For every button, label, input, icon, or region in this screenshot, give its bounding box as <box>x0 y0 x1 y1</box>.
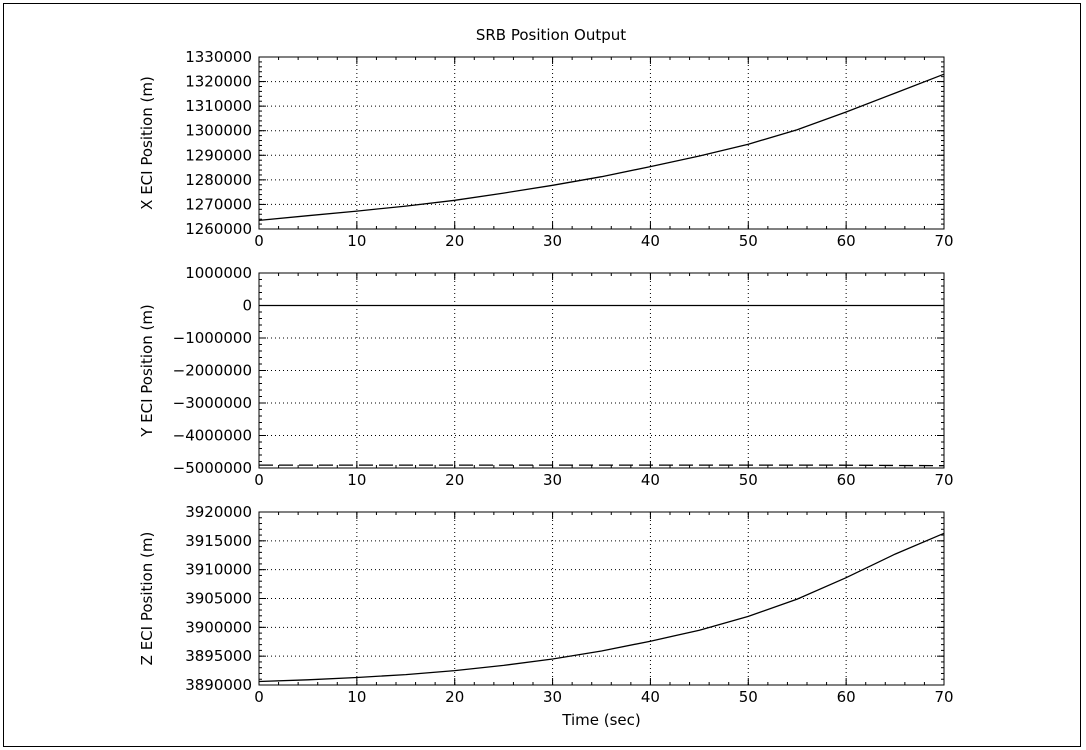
y-tick-label: 1300000 <box>185 122 252 140</box>
chart-title: SRB Position Output <box>476 26 626 44</box>
x-tick-label: 20 <box>445 471 464 489</box>
x-tick-label: 10 <box>347 232 366 250</box>
x-tick-label: 40 <box>641 471 660 489</box>
x-tick-label: 30 <box>543 471 562 489</box>
figure-border <box>3 3 1081 747</box>
x-tick-label: 0 <box>254 471 264 489</box>
y-tick-label: 1000000 <box>185 264 252 282</box>
y-tick-label: 1310000 <box>185 97 252 115</box>
series-line <box>259 464 945 467</box>
x-tick-label: 70 <box>934 471 953 489</box>
y-tick-label: −3000000 <box>173 394 252 412</box>
x-tick-label: 30 <box>543 232 562 250</box>
x-tick-label: 40 <box>641 688 660 706</box>
y-tick-label: 3920000 <box>185 503 252 521</box>
y-tick-label: 1320000 <box>185 73 252 91</box>
x-tick-label: 0 <box>254 232 264 250</box>
y-tick-label: 1260000 <box>185 220 252 238</box>
x-tick-label: 40 <box>641 232 660 250</box>
series-line <box>258 73 945 222</box>
x-tick-label: 60 <box>837 688 856 706</box>
x-tick-label: 60 <box>837 232 856 250</box>
plot-frame <box>258 511 945 686</box>
y-axis-label: X ECI Position (m) <box>138 76 156 210</box>
y-tick-label: −2000000 <box>173 362 252 380</box>
y-tick-label: 3895000 <box>185 647 252 665</box>
plot-frame <box>258 56 945 230</box>
x-tick-label: 50 <box>739 688 758 706</box>
x-tick-label: 10 <box>347 471 366 489</box>
x-axis-label: Time (sec) <box>561 711 640 729</box>
x-tick-label: 20 <box>445 232 464 250</box>
y-axis-label: Y ECI Position (m) <box>138 304 156 438</box>
y-tick-label: 1290000 <box>185 146 252 164</box>
y-tick-label: −5000000 <box>173 459 252 477</box>
y-tick-label: −4000000 <box>173 427 252 445</box>
y-tick-label: 3910000 <box>185 561 252 579</box>
plot-frame <box>258 272 945 469</box>
y-axis-label: Z ECI Position (m) <box>138 532 156 666</box>
x-tick-label: 50 <box>739 232 758 250</box>
series-line <box>258 532 945 683</box>
y-tick-label: 3915000 <box>185 532 252 550</box>
y-tick-label: 3900000 <box>185 618 252 636</box>
y-tick-label: −1000000 <box>173 329 252 347</box>
x-tick-label: 60 <box>837 471 856 489</box>
x-tick-label: 0 <box>254 688 264 706</box>
x-tick-label: 10 <box>347 688 366 706</box>
x-tick-label: 70 <box>934 688 953 706</box>
x-tick-label: 30 <box>543 688 562 706</box>
y-tick-label: 0 <box>242 297 252 315</box>
y-tick-label: 3890000 <box>185 676 252 694</box>
y-tick-label: 1330000 <box>185 48 252 66</box>
y-tick-label: 1270000 <box>185 195 252 213</box>
x-tick-label: 50 <box>739 471 758 489</box>
y-tick-label: 1280000 <box>185 171 252 189</box>
y-tick-label: 3905000 <box>185 590 252 608</box>
x-tick-label: 70 <box>934 232 953 250</box>
x-tick-label: 20 <box>445 688 464 706</box>
